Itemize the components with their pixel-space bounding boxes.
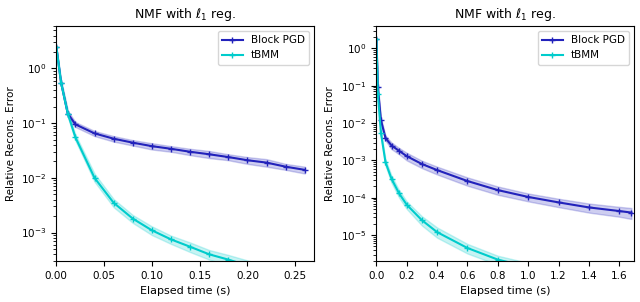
Block PGD: [263, 161, 271, 164]
Block PGD: [377, 118, 385, 122]
tBMM: [52, 45, 60, 49]
tBMM: [585, 274, 593, 278]
Block PGD: [91, 132, 99, 135]
tBMM: [129, 217, 136, 220]
Block PGD: [167, 147, 175, 151]
tBMM: [225, 258, 232, 262]
tBMM: [616, 278, 623, 281]
Block PGD: [52, 45, 60, 49]
Block PGD: [418, 162, 426, 166]
Line: Block PGD: Block PGD: [374, 36, 634, 215]
tBMM: [244, 264, 252, 267]
Block PGD: [388, 144, 396, 147]
tBMM: [57, 81, 65, 85]
tBMM: [148, 229, 156, 232]
tBMM: [396, 192, 403, 195]
Block PGD: [494, 188, 502, 192]
tBMM: [72, 136, 79, 139]
tBMM: [186, 245, 194, 249]
Block PGD: [374, 85, 381, 89]
Block PGD: [110, 137, 118, 140]
Block PGD: [148, 144, 156, 148]
Block PGD: [186, 150, 194, 154]
Block PGD: [205, 153, 213, 156]
Line: tBMM: tBMM: [374, 36, 634, 284]
Title: NMF with $\ell_1$ reg.: NMF with $\ell_1$ reg.: [134, 5, 236, 23]
X-axis label: Elapsed time (s): Elapsed time (s): [140, 286, 230, 297]
Line: Block PGD: Block PGD: [54, 44, 308, 173]
tBMM: [374, 92, 381, 96]
Title: NMF with $\ell_1$ reg.: NMF with $\ell_1$ reg.: [454, 5, 557, 23]
tBMM: [377, 131, 385, 135]
Block PGD: [463, 179, 471, 183]
Block PGD: [433, 168, 441, 172]
Y-axis label: Relative Recons. Error: Relative Recons. Error: [6, 86, 15, 201]
Block PGD: [72, 123, 79, 126]
tBMM: [372, 37, 380, 41]
tBMM: [433, 230, 441, 234]
X-axis label: Elapsed time (s): Elapsed time (s): [460, 286, 550, 297]
tBMM: [263, 269, 271, 273]
tBMM: [301, 279, 308, 283]
Block PGD: [282, 165, 289, 169]
tBMM: [628, 279, 636, 282]
Block PGD: [555, 201, 563, 204]
tBMM: [64, 112, 72, 115]
Block PGD: [628, 211, 636, 214]
tBMM: [463, 246, 471, 250]
Block PGD: [403, 154, 410, 158]
Block PGD: [372, 37, 380, 41]
Line: tBMM: tBMM: [54, 44, 308, 284]
Legend: Block PGD, tBMM: Block PGD, tBMM: [218, 31, 309, 65]
Block PGD: [381, 136, 389, 140]
Block PGD: [396, 149, 403, 153]
Block PGD: [616, 209, 623, 213]
Block PGD: [57, 81, 65, 85]
tBMM: [167, 238, 175, 241]
tBMM: [388, 177, 396, 181]
Block PGD: [225, 155, 232, 159]
tBMM: [381, 160, 389, 164]
tBMM: [282, 274, 289, 278]
tBMM: [418, 218, 426, 222]
Y-axis label: Relative Recons. Error: Relative Recons. Error: [326, 86, 335, 201]
Legend: Block PGD, tBMM: Block PGD, tBMM: [538, 31, 629, 65]
Block PGD: [244, 159, 252, 162]
Block PGD: [301, 168, 308, 172]
tBMM: [205, 252, 213, 256]
Block PGD: [524, 195, 532, 199]
Block PGD: [585, 206, 593, 209]
tBMM: [403, 203, 410, 207]
tBMM: [555, 271, 563, 274]
Block PGD: [129, 141, 136, 144]
tBMM: [110, 201, 118, 205]
Block PGD: [64, 112, 72, 115]
tBMM: [91, 176, 99, 180]
tBMM: [494, 258, 502, 262]
tBMM: [524, 265, 532, 269]
